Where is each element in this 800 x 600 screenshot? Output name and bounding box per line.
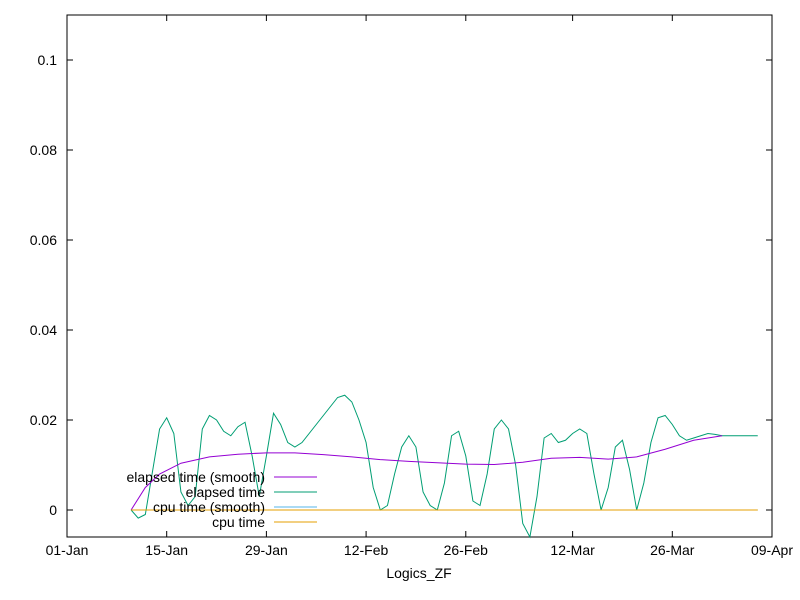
x-tick-label: 29-Jan <box>245 542 288 558</box>
x-tick-label: 26-Feb <box>444 542 489 558</box>
legend-label: cpu time <box>212 514 265 530</box>
series-line-elapsed-time <box>130 394 758 539</box>
x-tick-label: 15-Jan <box>145 542 188 558</box>
legend-label: elapsed time (smooth) <box>126 469 265 485</box>
series-layer <box>130 394 758 539</box>
y-tick-label: 0 <box>49 502 57 518</box>
x-tick-label: 12-Mar <box>550 542 595 558</box>
x-tick-label: 26-Mar <box>650 542 695 558</box>
plot-frame <box>66 14 773 538</box>
series-line-elapsed-time-smooth <box>130 435 723 511</box>
x-tick-label: 12-Feb <box>344 542 389 558</box>
y-tick-label: 0.08 <box>30 142 57 158</box>
legend-label: elapsed time <box>186 484 266 500</box>
y-tick-label: 0.06 <box>30 232 57 248</box>
legend-label: cpu time (smooth) <box>153 499 265 515</box>
x-tick-label: 01-Jan <box>46 542 89 558</box>
y-tick-label: 0.1 <box>38 52 58 68</box>
x-tick-label: 09-Apr <box>751 542 793 558</box>
x-axis-ticks: 01-Jan 15-Jan 29-Jan 12-Feb 26-Feb 12-Mar 26-M… <box>46 15 793 558</box>
y-axis-ticks: 0 0.02 0.04 0.06 0.08 0.1 <box>30 52 772 518</box>
y-tick-label: 0.04 <box>30 322 57 338</box>
y-tick-label: 0.02 <box>30 412 57 428</box>
x-axis-label: Logics_ZF <box>386 565 451 581</box>
